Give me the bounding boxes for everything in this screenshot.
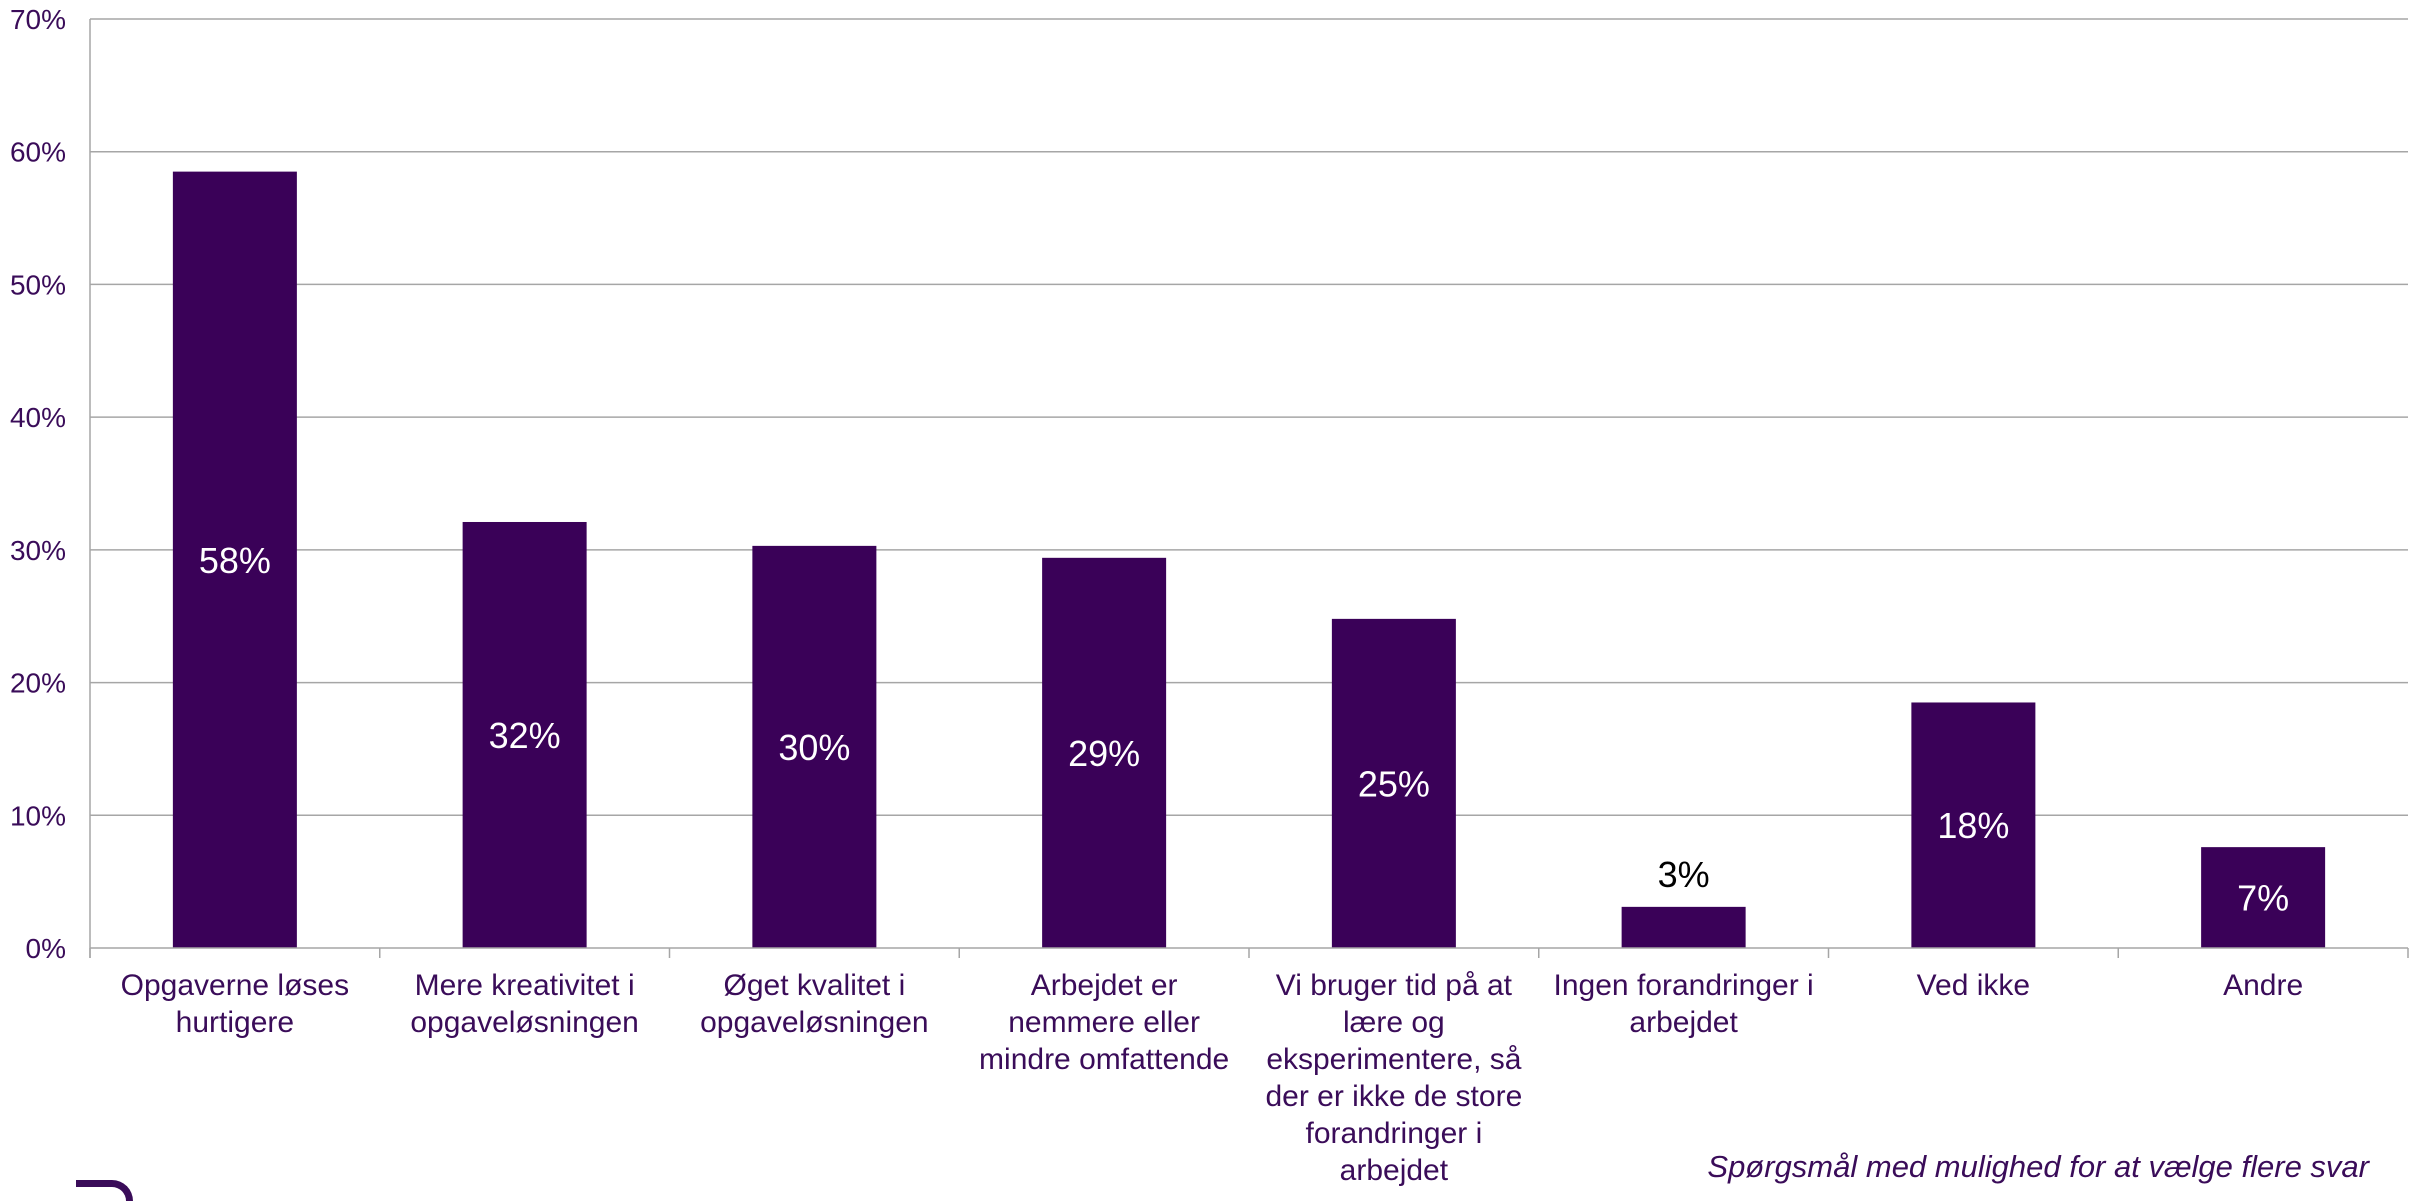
bar <box>1331 618 1456 948</box>
y-tick-label: 40% <box>10 402 66 433</box>
x-category-label: Øget kvalitet i opgaveløsningen <box>700 969 929 1039</box>
x-category-label: Opgaverne løses hurtigere <box>121 969 349 1039</box>
bar <box>172 171 297 948</box>
bar <box>752 545 877 948</box>
data-label: 32% <box>489 715 561 756</box>
y-tick-label: 70% <box>10 4 66 35</box>
footnote: Spørgsmål med mulighed for at vælge fler… <box>1707 1149 2369 1184</box>
logo-icon <box>76 1180 133 1201</box>
bar <box>1621 906 1746 948</box>
bar <box>2201 847 2326 948</box>
y-tick-label: 10% <box>10 800 66 831</box>
data-label: 30% <box>778 727 850 768</box>
bar <box>1042 557 1167 948</box>
data-label: 29% <box>1068 733 1140 774</box>
bar <box>1911 702 2036 948</box>
bars <box>172 171 2326 948</box>
data-label: 18% <box>1937 805 2009 846</box>
y-axis-tick-labels: 0% 10% 20% 30% 40% 50% 60% 70% <box>10 4 66 964</box>
x-category-label: Ingen forandringer i arbejdet <box>1554 969 1814 1039</box>
y-tick-label: 30% <box>10 535 66 566</box>
data-label: 58% <box>199 540 271 581</box>
y-tick-label: 20% <box>10 668 66 699</box>
x-category-label: Vi bruger tid på at lære og eksperimentere… <box>1265 969 1522 1187</box>
y-tick-label: 60% <box>10 137 66 168</box>
data-label: 25% <box>1358 763 1430 804</box>
x-category-label: Ved ikke <box>1917 969 2030 1002</box>
y-tick-label: 0% <box>26 933 66 964</box>
data-label: 7% <box>2237 878 2289 919</box>
y-tick-label: 50% <box>10 269 66 300</box>
bar <box>462 521 587 948</box>
x-axis: Opgaverne løses hurtigere Mere kreativitet… <box>89 19 2409 1187</box>
x-category-label: Arbejdet er nemmere eller mindre omfattend… <box>979 969 1229 1076</box>
gridlines <box>90 18 2408 817</box>
data-label: 3% <box>1658 854 1710 895</box>
x-category-label: Mere kreativitet i opgaveløsningen <box>410 969 639 1039</box>
data-labels: 58% 32% 30% 29% 25% 3% 18% 7% <box>199 540 2289 919</box>
x-category-label: Andre <box>2223 969 2303 1002</box>
